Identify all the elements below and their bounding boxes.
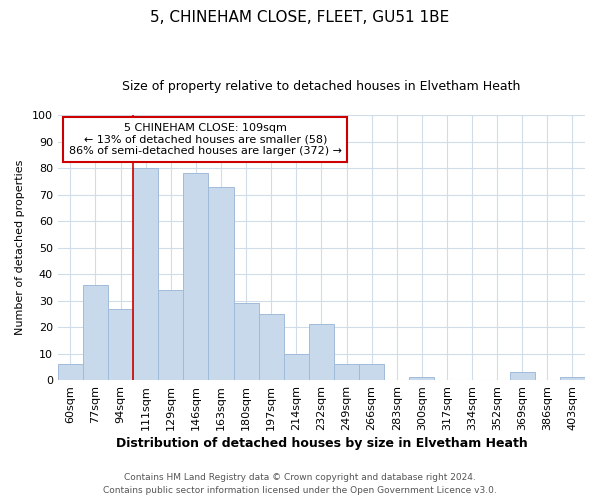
Bar bbox=[334, 364, 359, 380]
Bar bbox=[259, 314, 284, 380]
Bar bbox=[560, 378, 585, 380]
Text: 5 CHINEHAM CLOSE: 109sqm
← 13% of detached houses are smaller (58)
86% of semi-d: 5 CHINEHAM CLOSE: 109sqm ← 13% of detach… bbox=[69, 123, 342, 156]
Bar bbox=[208, 186, 233, 380]
Bar bbox=[309, 324, 334, 380]
Bar bbox=[83, 284, 108, 380]
Bar bbox=[233, 303, 259, 380]
X-axis label: Distribution of detached houses by size in Elvetham Heath: Distribution of detached houses by size … bbox=[116, 437, 527, 450]
Bar bbox=[184, 174, 208, 380]
Bar bbox=[133, 168, 158, 380]
Bar bbox=[509, 372, 535, 380]
Bar bbox=[108, 308, 133, 380]
Bar bbox=[158, 290, 184, 380]
Title: Size of property relative to detached houses in Elvetham Heath: Size of property relative to detached ho… bbox=[122, 80, 521, 93]
Text: Contains HM Land Registry data © Crown copyright and database right 2024.
Contai: Contains HM Land Registry data © Crown c… bbox=[103, 474, 497, 495]
Text: 5, CHINEHAM CLOSE, FLEET, GU51 1BE: 5, CHINEHAM CLOSE, FLEET, GU51 1BE bbox=[151, 10, 449, 25]
Bar bbox=[359, 364, 384, 380]
Bar bbox=[58, 364, 83, 380]
Y-axis label: Number of detached properties: Number of detached properties bbox=[15, 160, 25, 335]
Bar bbox=[409, 378, 434, 380]
Bar bbox=[284, 354, 309, 380]
